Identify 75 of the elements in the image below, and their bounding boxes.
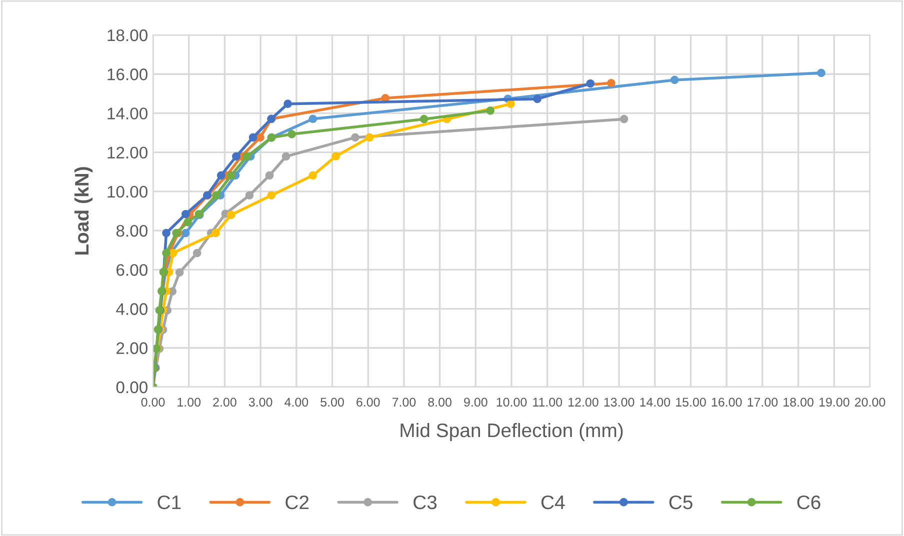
x-tick-label: 1.00 <box>178 398 201 407</box>
point <box>486 106 495 115</box>
point <box>175 268 184 277</box>
point <box>586 79 595 88</box>
point <box>308 171 318 180</box>
point <box>506 100 515 108</box>
x-tick-label: 5.00 <box>320 398 344 407</box>
x-tick-label: 11.00 <box>533 398 562 407</box>
point <box>226 171 236 180</box>
point <box>308 114 318 124</box>
point <box>216 171 226 180</box>
point <box>226 210 236 220</box>
x-tick-label: 9.00 <box>464 398 488 407</box>
y-tick-label: 8.00 <box>116 224 148 237</box>
legend-label: C5 <box>669 495 692 510</box>
point <box>282 152 290 161</box>
point <box>212 191 220 200</box>
x-axis-title: Mid Span Deflection (mm) <box>400 422 623 442</box>
y-tick-label: 0.00 <box>116 381 148 394</box>
point <box>248 133 258 142</box>
x-tick-label: 2.00 <box>213 398 236 407</box>
x-tick-label: 13.00 <box>604 398 634 407</box>
x-tick-label: 20.00 <box>854 398 886 407</box>
point <box>162 248 170 258</box>
x-tick-label: 17.00 <box>748 398 778 407</box>
x-tick-label: 12.00 <box>568 398 598 407</box>
point <box>670 76 679 84</box>
point <box>284 100 292 108</box>
legend-label: C1 <box>158 495 181 510</box>
point <box>365 133 374 142</box>
x-tick-label: 19.00 <box>819 398 850 407</box>
point <box>606 78 616 88</box>
point <box>620 114 628 124</box>
y-tick-label: 10.00 <box>108 186 148 198</box>
x-tick-label: 0.00 <box>141 398 165 407</box>
point <box>232 152 240 161</box>
point <box>245 191 254 200</box>
point <box>184 218 192 226</box>
y-tick-label: 4.00 <box>116 303 148 315</box>
x-tick-label: 15.00 <box>676 398 706 407</box>
point <box>256 133 264 142</box>
x-tick-label: 7.00 <box>392 398 416 407</box>
point <box>332 152 340 160</box>
y-tick-label: 18.00 <box>108 29 148 42</box>
x-tick-label: 14.00 <box>640 398 670 407</box>
point <box>420 114 428 124</box>
x-tick-label: 10.00 <box>496 398 527 407</box>
y-tick-label: 6.00 <box>116 264 148 276</box>
point <box>817 68 826 78</box>
point <box>192 248 202 258</box>
x-tick-label: 18.00 <box>784 398 814 407</box>
point <box>242 152 252 161</box>
point <box>181 228 190 238</box>
legend-label: C4 <box>541 495 565 510</box>
x-tick-label: 3.00 <box>248 398 272 407</box>
y-tick-label: 16.00 <box>108 68 148 80</box>
point <box>288 130 296 138</box>
point <box>162 228 170 238</box>
point <box>265 171 274 180</box>
x-tick-label: 6.00 <box>356 398 380 407</box>
x-tick-label: 8.00 <box>428 398 452 407</box>
legend-label: C6 <box>797 495 820 510</box>
y-tick-label: 14.00 <box>108 108 148 120</box>
x-tick-label: 4.00 <box>284 398 308 407</box>
point <box>351 133 360 142</box>
y-axis-title: Load (kN) <box>74 167 93 255</box>
point <box>533 94 542 104</box>
legend-label: C3 <box>414 495 437 510</box>
x-tick-label: 16.00 <box>712 398 742 407</box>
y-tick-label: 2.00 <box>116 342 148 354</box>
legend-label: C2 <box>286 495 309 510</box>
y-tick-label: 12.00 <box>108 146 148 159</box>
point <box>212 228 220 238</box>
point <box>267 191 276 200</box>
point <box>181 210 190 218</box>
